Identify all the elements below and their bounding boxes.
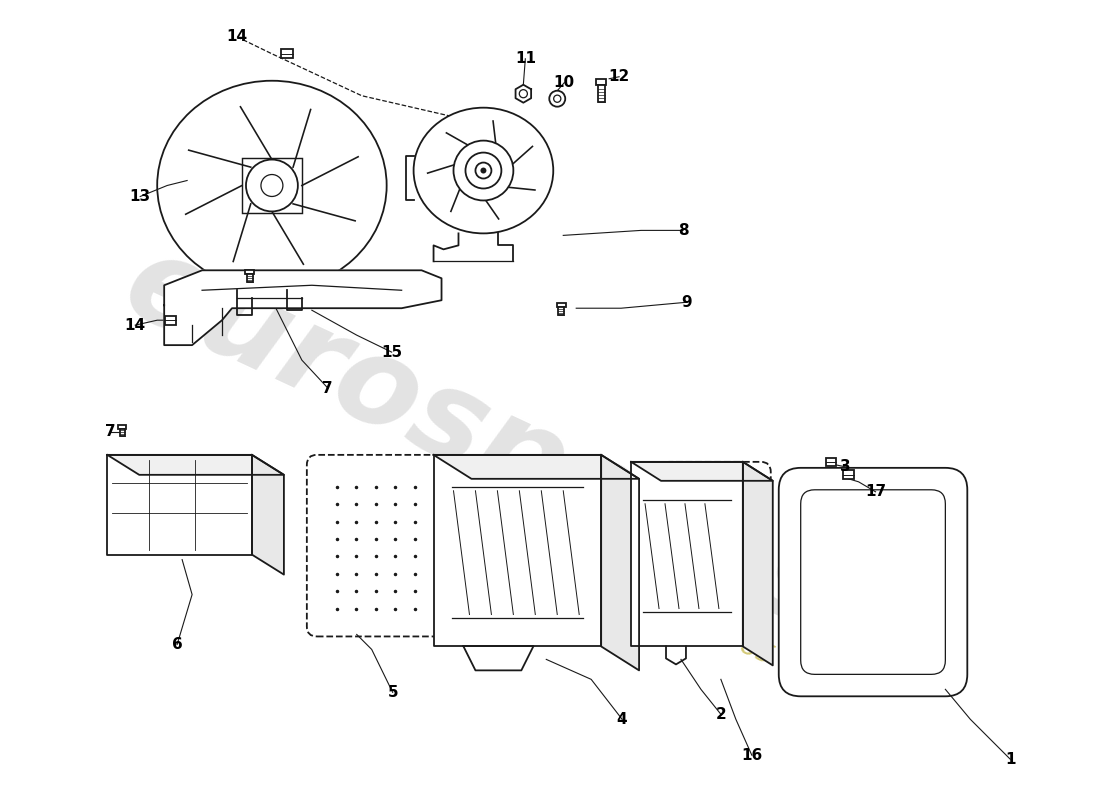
Bar xyxy=(118,425,127,429)
Polygon shape xyxy=(252,455,284,574)
Circle shape xyxy=(453,141,514,201)
Text: 1: 1 xyxy=(1005,752,1015,766)
Polygon shape xyxy=(433,455,639,479)
Polygon shape xyxy=(631,462,743,646)
FancyBboxPatch shape xyxy=(779,468,967,696)
Text: 8: 8 xyxy=(678,223,689,238)
Bar xyxy=(242,158,301,213)
Text: 14: 14 xyxy=(124,318,146,333)
Circle shape xyxy=(481,167,486,174)
Polygon shape xyxy=(433,455,602,646)
Text: 5: 5 xyxy=(387,685,398,700)
Circle shape xyxy=(549,90,565,106)
Bar xyxy=(280,50,293,58)
Text: 13: 13 xyxy=(130,189,151,204)
Bar xyxy=(557,302,565,306)
Bar xyxy=(248,274,253,282)
Bar xyxy=(597,86,605,102)
Text: 9: 9 xyxy=(682,294,692,310)
Bar xyxy=(245,270,254,274)
Text: 4: 4 xyxy=(617,712,627,726)
Text: 17: 17 xyxy=(865,484,887,499)
Bar xyxy=(596,79,606,86)
Text: 10: 10 xyxy=(553,75,575,90)
Polygon shape xyxy=(108,455,284,475)
Ellipse shape xyxy=(414,108,553,234)
Text: 3: 3 xyxy=(840,459,851,474)
Text: 2: 2 xyxy=(715,706,726,722)
Circle shape xyxy=(475,162,492,178)
Bar xyxy=(559,306,564,314)
Text: a passion for parts since 1985: a passion for parts since 1985 xyxy=(405,478,778,670)
Text: eurospares: eurospares xyxy=(107,223,856,656)
Text: 7: 7 xyxy=(104,425,116,439)
Text: 15: 15 xyxy=(381,345,403,360)
Polygon shape xyxy=(602,455,639,670)
Text: 16: 16 xyxy=(741,748,762,762)
Text: 14: 14 xyxy=(227,30,248,44)
Polygon shape xyxy=(631,462,773,481)
Bar xyxy=(120,429,125,436)
Polygon shape xyxy=(108,455,252,554)
Bar xyxy=(165,316,176,325)
Polygon shape xyxy=(742,462,773,666)
Text: 12: 12 xyxy=(608,70,629,84)
Circle shape xyxy=(246,159,298,211)
FancyBboxPatch shape xyxy=(659,462,771,643)
Text: 7: 7 xyxy=(322,381,333,395)
Polygon shape xyxy=(164,270,441,345)
FancyBboxPatch shape xyxy=(307,455,444,637)
Bar xyxy=(826,458,836,466)
Ellipse shape xyxy=(157,81,387,290)
Text: 11: 11 xyxy=(515,51,536,66)
Bar xyxy=(843,470,854,479)
Text: 6: 6 xyxy=(172,637,183,652)
